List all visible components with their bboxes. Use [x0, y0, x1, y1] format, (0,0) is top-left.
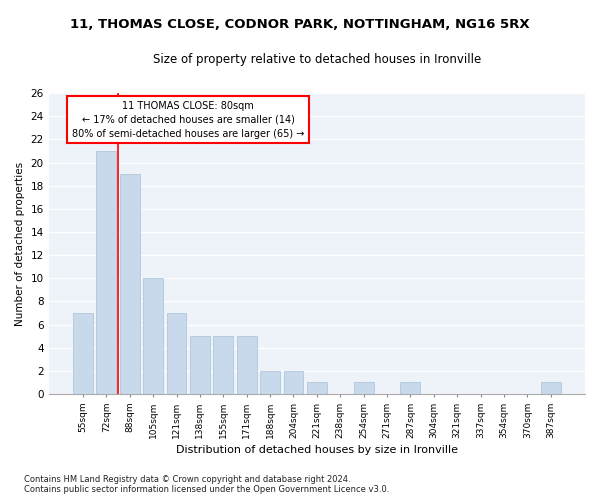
Text: Contains HM Land Registry data © Crown copyright and database right 2024.: Contains HM Land Registry data © Crown c… — [24, 475, 350, 484]
Y-axis label: Number of detached properties: Number of detached properties — [15, 162, 25, 326]
Bar — [167, 313, 187, 394]
Bar — [237, 336, 257, 394]
Bar — [541, 382, 560, 394]
Bar — [190, 336, 210, 394]
X-axis label: Distribution of detached houses by size in Ironville: Distribution of detached houses by size … — [176, 445, 458, 455]
Bar — [400, 382, 421, 394]
Bar — [143, 278, 163, 394]
Bar — [260, 371, 280, 394]
Bar — [97, 151, 116, 394]
Bar — [214, 336, 233, 394]
Text: Contains public sector information licensed under the Open Government Licence v3: Contains public sector information licen… — [24, 485, 389, 494]
Bar — [120, 174, 140, 394]
Bar — [284, 371, 304, 394]
Bar — [73, 313, 93, 394]
Text: 11, THOMAS CLOSE, CODNOR PARK, NOTTINGHAM, NG16 5RX: 11, THOMAS CLOSE, CODNOR PARK, NOTTINGHA… — [70, 18, 530, 30]
Bar — [307, 382, 327, 394]
Bar — [353, 382, 374, 394]
Text: 11 THOMAS CLOSE: 80sqm
← 17% of detached houses are smaller (14)
80% of semi-det: 11 THOMAS CLOSE: 80sqm ← 17% of detached… — [72, 100, 304, 138]
Title: Size of property relative to detached houses in Ironville: Size of property relative to detached ho… — [153, 52, 481, 66]
